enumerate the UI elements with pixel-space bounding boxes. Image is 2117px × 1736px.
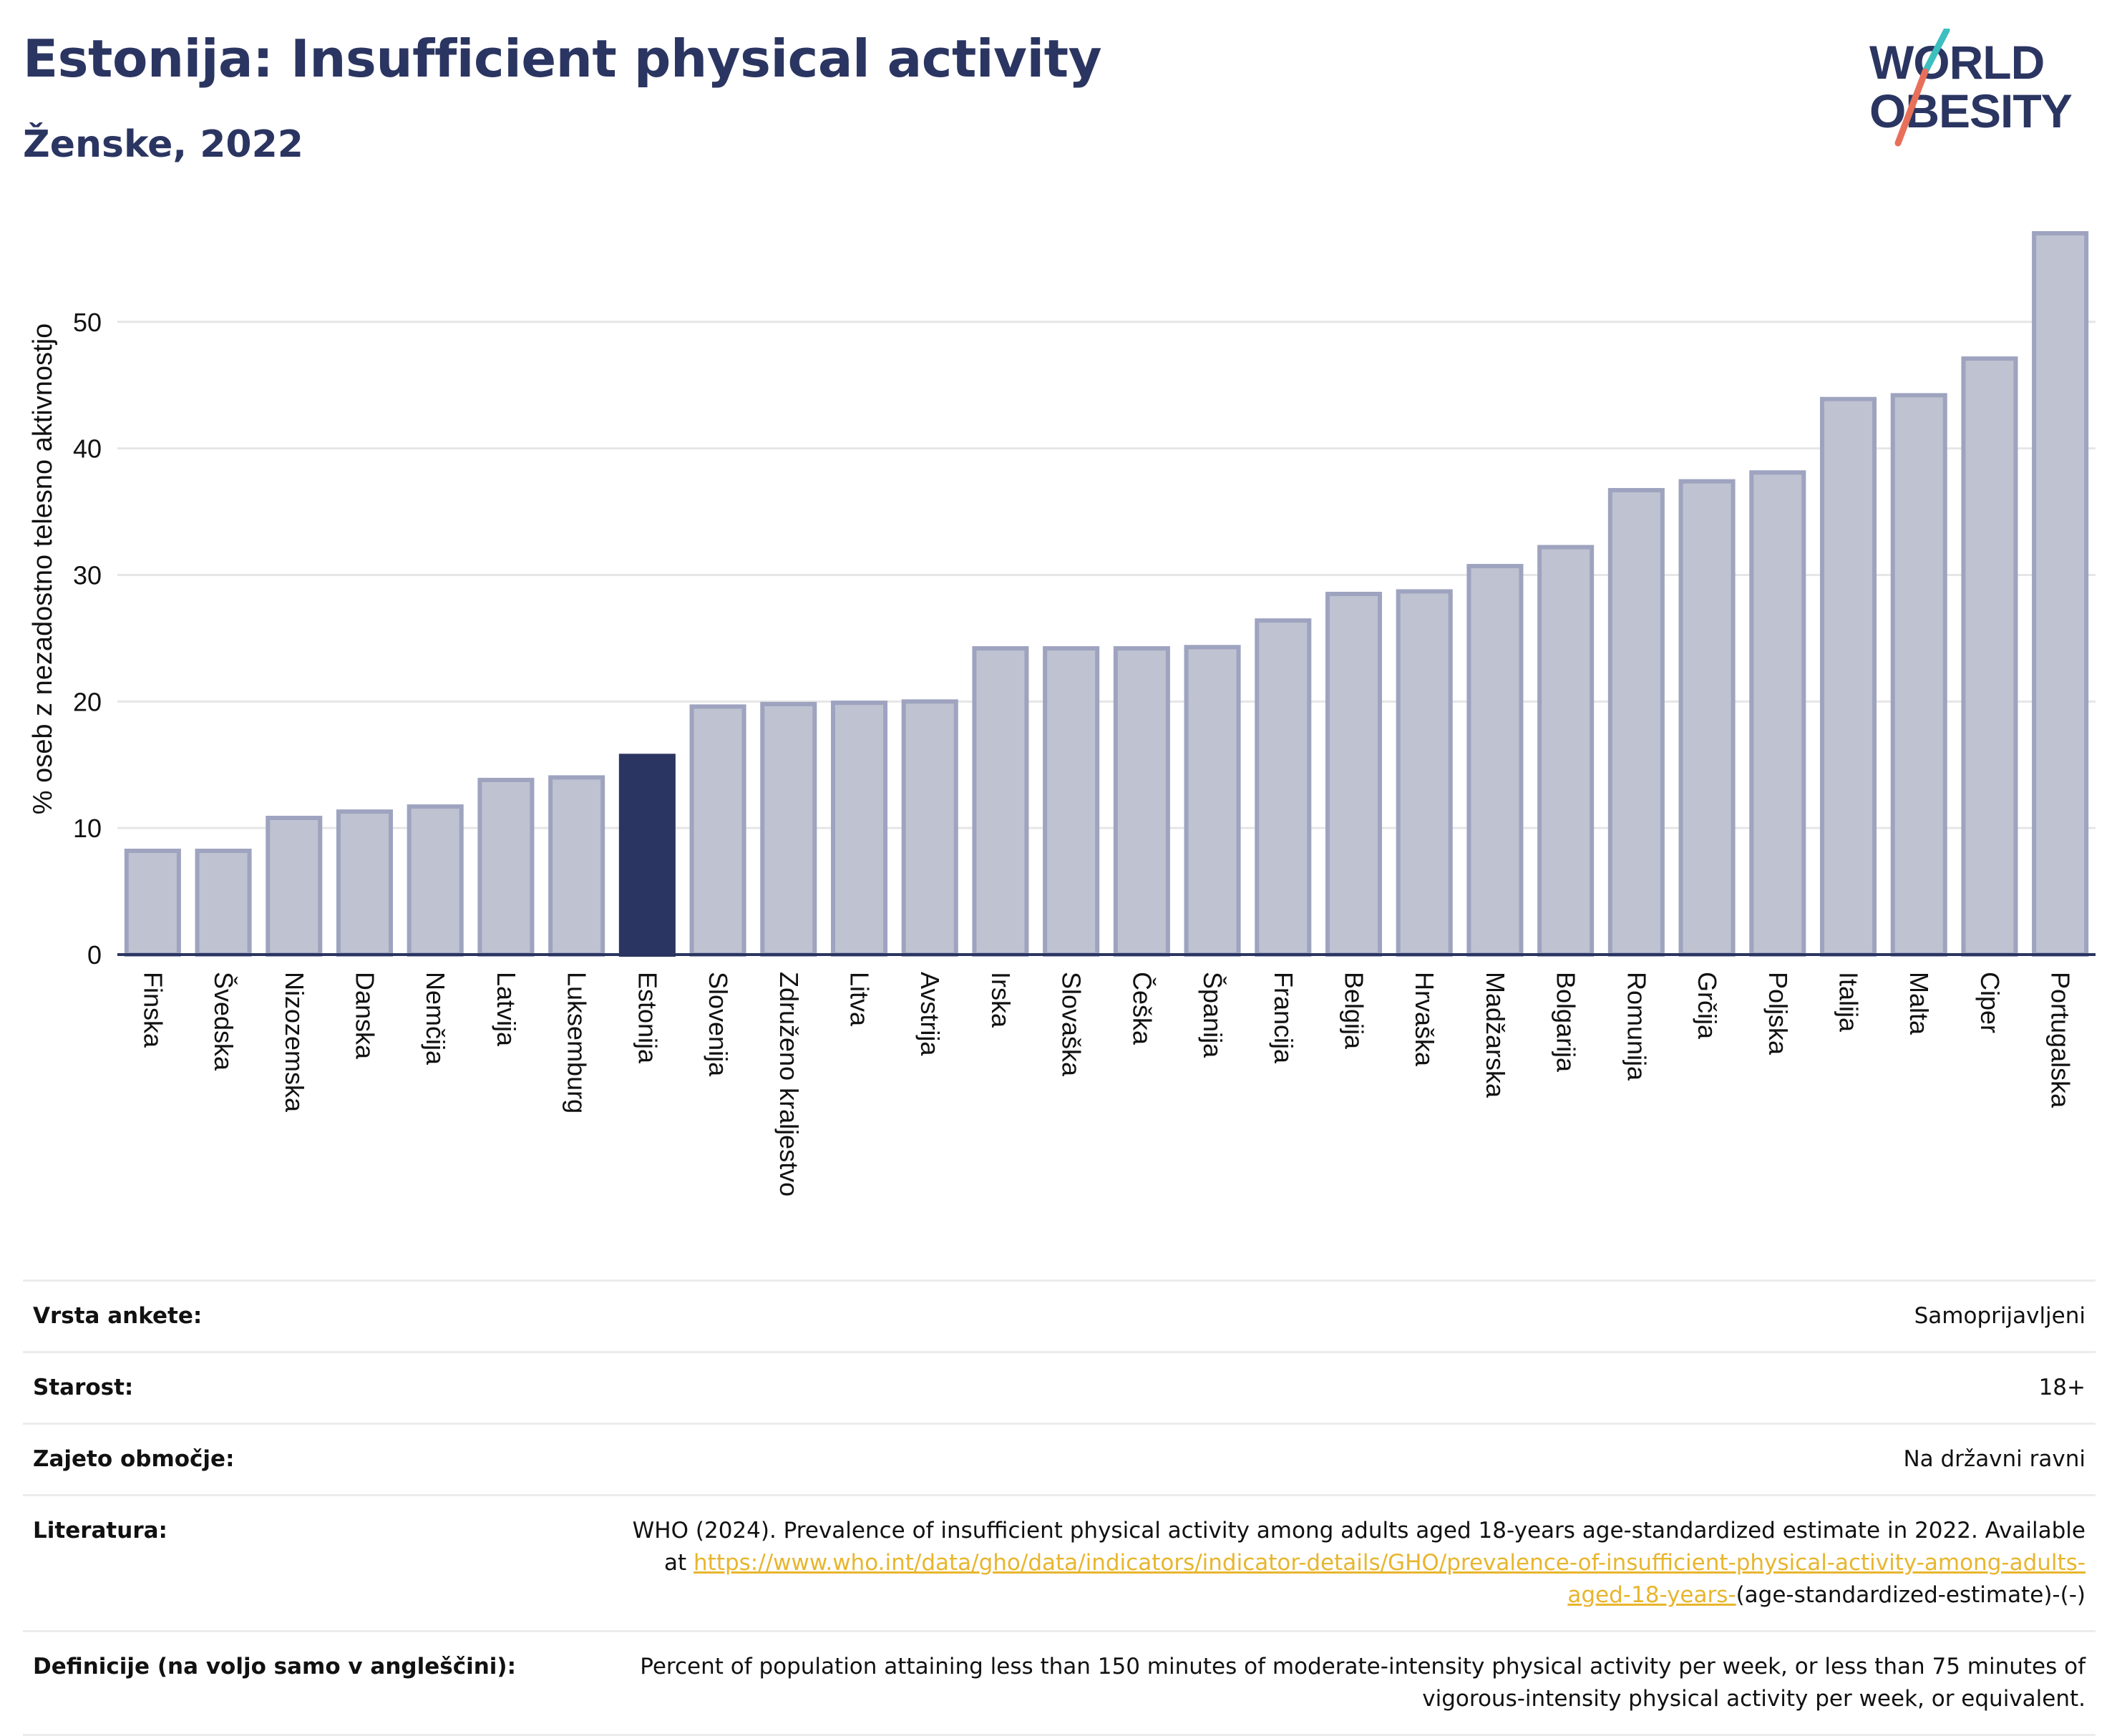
svg-text:OBESITY: OBESITY: [1869, 84, 2072, 137]
bar-slovenija: [689, 704, 746, 957]
x-tick-label: Švedska: [209, 972, 238, 1071]
y-tick-label: 30: [73, 560, 102, 590]
x-tick-label: Estonija: [633, 972, 662, 1064]
bar-bolgarija: [1537, 545, 1595, 957]
bar-madžarska: [1466, 564, 1524, 957]
bar-malta: [1890, 393, 1947, 957]
x-tick-label: Luksemburg: [563, 972, 592, 1113]
age-row: Starost: 18+: [23, 1350, 2096, 1425]
page-title: Estonija: Insufficient physical activity: [23, 29, 1102, 89]
y-tick-label: 0: [87, 940, 102, 970]
definition-label: Definicije (na voljo samo v angleščini):: [23, 1629, 615, 1736]
x-tick-label: Finska: [138, 972, 167, 1048]
x-tick-label: Portugalska: [2046, 972, 2075, 1108]
bar-hrvaška: [1396, 589, 1453, 957]
bar-chart: 0 10 20 30 40 50 Finska Švedska Nizozemska Danska…: [28, 231, 2096, 1196]
definition-row: Definicije (na voljo samo v angleščini):…: [23, 1629, 2096, 1736]
bar-romunija: [1607, 487, 1665, 957]
x-tick-label: Danska: [351, 972, 380, 1060]
coverage-label: Zajeto območje:: [23, 1422, 615, 1496]
x-tick-label: Slovaška: [1057, 972, 1086, 1077]
x-tick-label: Nizozemska: [280, 972, 309, 1113]
age-label: Starost:: [23, 1350, 615, 1425]
x-tick-label: Francija: [1269, 972, 1298, 1064]
bar-portugalska: [2032, 231, 2089, 957]
bar-poljska: [1749, 470, 1806, 957]
x-tick-label: Madžarska: [1481, 972, 1510, 1098]
x-tick-label: Malta: [1904, 972, 1934, 1035]
y-tick-label: 20: [73, 687, 102, 716]
bar-irska: [972, 646, 1029, 957]
svg-text:WORLD: WORLD: [1869, 36, 2044, 89]
survey-row: Vrsta ankete: Samoprijavljeni: [23, 1279, 2096, 1353]
x-tick-label: Avstrija: [915, 972, 945, 1056]
literature-link[interactable]: https://www.who.int/data/gho/data/indica…: [694, 1549, 2086, 1608]
x-tick-label: Združeno kraljestvo: [774, 972, 804, 1196]
page-subtitle: Ženske, 2022: [23, 123, 303, 166]
bar-finska: [124, 848, 181, 957]
bar-švedska: [195, 848, 252, 957]
bar-slovaška: [1043, 646, 1100, 957]
x-tick-label: Nemčija: [421, 972, 450, 1066]
bar-italija: [1819, 396, 1877, 957]
bar-litva: [830, 701, 888, 957]
age-value: 18+: [615, 1350, 2096, 1425]
x-tick-label: Španija: [1198, 972, 1227, 1058]
y-tick-label: 50: [73, 308, 102, 337]
bar-nemčija: [407, 804, 464, 957]
bar-belgija: [1325, 592, 1383, 957]
info-table: Vrsta ankete: Samoprijavljeni Starost: 1…: [23, 1279, 2096, 1736]
literature-label: Literatura:: [23, 1493, 615, 1632]
x-tick-label: Litva: [845, 972, 875, 1027]
literature-suffix: (age-standardized-estimate)-(-): [1736, 1581, 2086, 1608]
world-obesity-logo: WORLD OBESITY: [1869, 29, 2073, 147]
bar-nizozemska: [266, 816, 323, 957]
coverage-row: Zajeto območje: Na državni ravni: [23, 1422, 2096, 1496]
bar-združeno-kraljestvo: [760, 701, 817, 957]
survey-value: Samoprijavljeni: [615, 1279, 2096, 1353]
survey-label: Vrsta ankete:: [23, 1279, 615, 1353]
x-tick-label: Romunija: [1622, 972, 1651, 1081]
y-tick-label: 40: [73, 434, 102, 464]
y-tick-label: 10: [73, 814, 102, 843]
x-tick-label: Poljska: [1763, 972, 1793, 1055]
definition-value: Percent of population attaining less tha…: [615, 1629, 2096, 1736]
bar-latvija: [477, 777, 535, 957]
bar-luksemburg: [548, 775, 605, 957]
x-tick-label: Irska: [986, 972, 1016, 1028]
literature-text: WHO (2024). Prevalence of insufficient p…: [632, 1517, 2086, 1576]
y-axis-label: % oseb z nezadostno telesno aktivnostjo: [28, 323, 58, 815]
bar-danska: [336, 809, 394, 957]
x-tick-label: Češka: [1127, 972, 1157, 1045]
literature-row: Literatura: WHO (2024). Prevalence of in…: [23, 1493, 2096, 1632]
bar-grčija: [1678, 479, 1736, 957]
bar-ciper: [1961, 356, 2018, 957]
bar-avstrija: [901, 699, 958, 957]
literature-value: WHO (2024). Prevalence of insufficient p…: [615, 1493, 2096, 1632]
coverage-value: Na državni ravni: [615, 1422, 2096, 1496]
x-tick-label: Belgija: [1340, 972, 1369, 1050]
bar-estonija: [618, 754, 676, 957]
x-tick-label: Latvija: [492, 972, 521, 1047]
bar-češka: [1113, 646, 1170, 957]
bar-francija: [1255, 618, 1312, 957]
x-tick-label: Grčija: [1693, 972, 1722, 1040]
x-tick-label: Bolgarija: [1552, 972, 1581, 1073]
x-tick-label: Slovenija: [704, 972, 733, 1077]
x-tick-label: Ciper: [1975, 972, 2005, 1033]
x-tick-label: Italija: [1834, 972, 1864, 1033]
bar-španija: [1184, 645, 1241, 957]
x-tick-label: Hrvaška: [1410, 972, 1439, 1067]
